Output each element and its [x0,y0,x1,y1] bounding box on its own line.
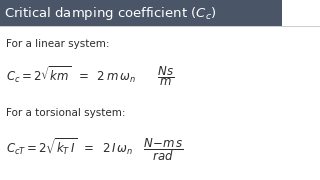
Text: For a torsional system:: For a torsional system: [6,107,126,118]
Text: Critical damping coefficient ($C_c$): Critical damping coefficient ($C_c$) [4,5,216,22]
Text: $C_{cT} = 2\sqrt{k_T\,I}\;\; = \;\; 2\,I\,\omega_n \quad \dfrac{N{-}m\,s}{rad}$: $C_{cT} = 2\sqrt{k_T\,I}\;\; = \;\; 2\,I… [6,136,184,163]
Bar [0,0,282,26]
Text: For a linear system:: For a linear system: [6,39,110,49]
Text: $C_c = 2\sqrt{km}\;\; = \;\; 2\,m\,\omega_n \qquad \dfrac{Ns}{m}$: $C_c = 2\sqrt{km}\;\; = \;\; 2\,m\,\omeg… [6,65,175,88]
